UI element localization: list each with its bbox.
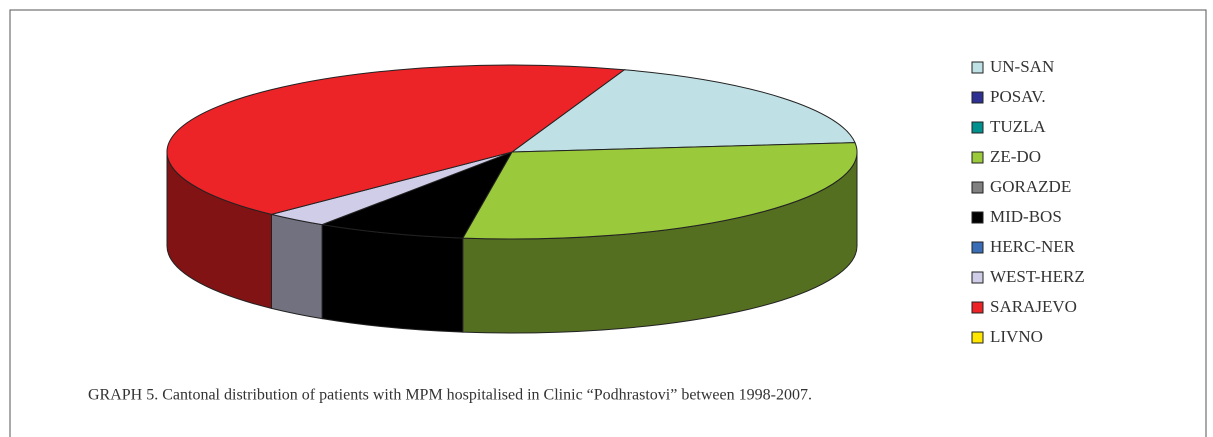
caption: GRAPH 5. Cantonal distribution of patien… (88, 387, 812, 404)
slice (320, 151, 514, 239)
legend-swatch (971, 211, 984, 224)
slice (166, 64, 626, 215)
legend-label: WEST-HERZ (990, 267, 1085, 286)
legend-swatch (971, 121, 984, 134)
slice (461, 142, 858, 240)
legend-label: GORAZDE (990, 177, 1071, 196)
legend-swatch (971, 331, 984, 344)
legend-swatch (971, 301, 984, 314)
legend-label: POSAV. (990, 87, 1046, 106)
legend-label: TUZLA (990, 117, 1046, 136)
legend-label: HERC-NER (990, 237, 1076, 256)
legend-swatch (971, 241, 984, 254)
legend-swatch (971, 61, 984, 74)
slice (510, 69, 856, 153)
legend-label: ZE-DO (990, 147, 1041, 166)
slice-side (270, 213, 323, 320)
legend-swatch (971, 181, 984, 194)
legend-label: SARAJEVO (990, 297, 1077, 316)
slice-side (321, 224, 464, 333)
frame (9, 9, 1207, 437)
legend-label: UN-SAN (990, 57, 1054, 76)
legend-label: MID-BOS (990, 207, 1062, 226)
legend-swatch (971, 151, 984, 164)
legend-swatch (971, 91, 984, 104)
legend-swatch (971, 271, 984, 284)
legend-label: LIVNO (990, 327, 1043, 346)
